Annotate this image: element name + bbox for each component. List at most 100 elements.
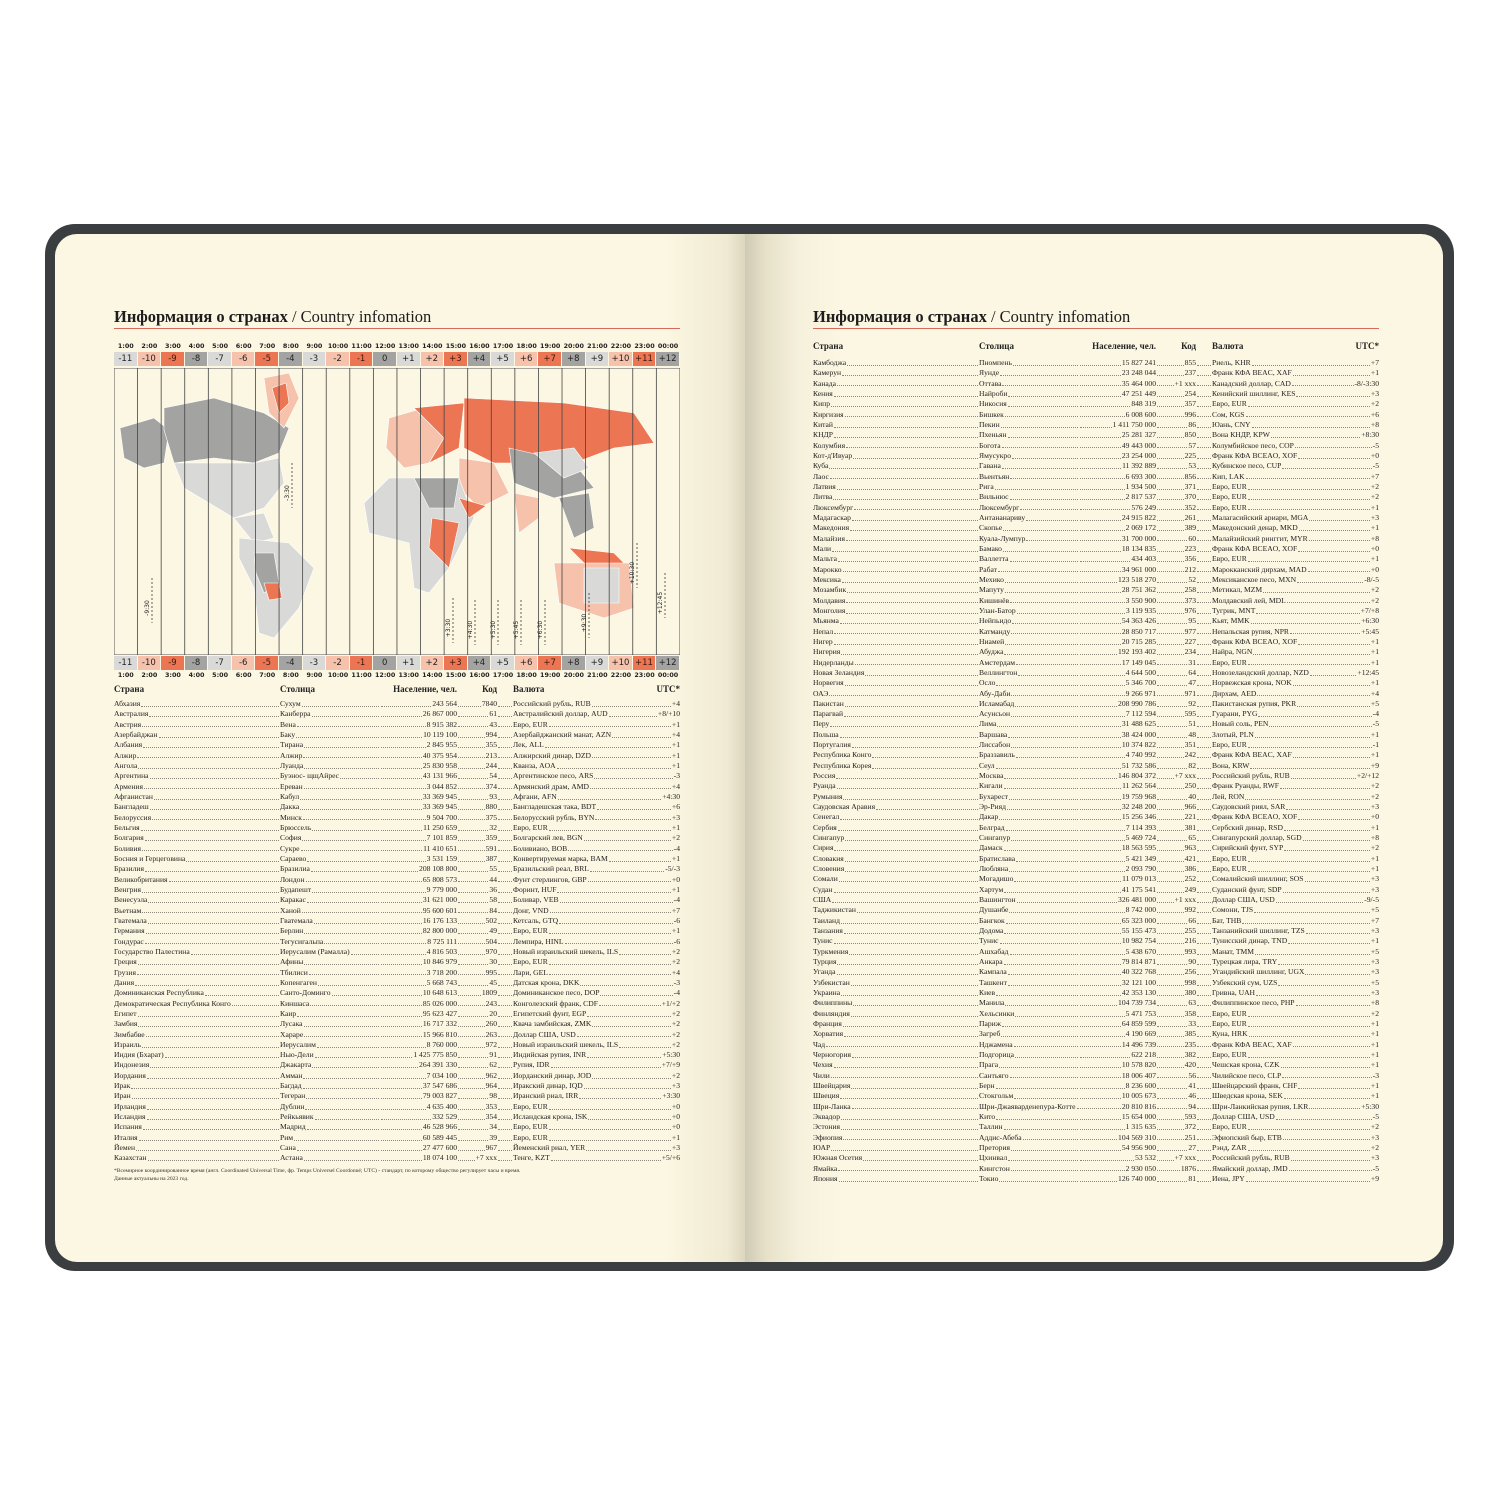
capital-name: Лусака bbox=[280, 1019, 303, 1029]
population-value: 11 250 659 bbox=[423, 822, 457, 832]
phone-code: 44 bbox=[489, 874, 497, 884]
dot-leader bbox=[381, 864, 419, 873]
utc-offset: +3 bbox=[1370, 967, 1379, 977]
country-name: Республика Корея bbox=[813, 760, 872, 770]
currency-cell: Евро, EUR +2 bbox=[1212, 399, 1379, 409]
currency-name: Евро, EUR bbox=[513, 1122, 548, 1132]
code-cell: 225 bbox=[1156, 451, 1212, 461]
country-cell: Сенегал bbox=[813, 812, 979, 822]
population-value: 1 934 500 bbox=[1125, 481, 1156, 491]
currency-cell: Аргентинское песо, ARS -3 bbox=[513, 771, 680, 781]
population-cell: 1 315 635 bbox=[1079, 1122, 1156, 1132]
population-cell: 4 644 500 bbox=[1079, 668, 1156, 678]
dot-leader bbox=[1197, 719, 1211, 728]
population-cell: 1 934 500 bbox=[1079, 482, 1156, 492]
country-cell: Саудовская Аравия bbox=[813, 802, 979, 812]
utc-offset: -3 bbox=[673, 977, 680, 987]
capital-name: Хараре bbox=[280, 1029, 304, 1039]
phone-code: 856 bbox=[1184, 471, 1196, 481]
country-name: Парагвай bbox=[813, 709, 844, 719]
population-value: 20 715 285 bbox=[1121, 636, 1156, 646]
country-name: Тунис bbox=[813, 936, 833, 946]
capital-name: Дакка bbox=[280, 802, 300, 812]
population-value: 46 528 966 bbox=[422, 1122, 457, 1132]
utc-offset: -6 bbox=[673, 936, 680, 946]
population-cell: 27 477 600 bbox=[380, 1143, 457, 1153]
population-cell: 28 850 717 bbox=[1079, 627, 1156, 637]
table-row: Нигерия Абуджа 192 193 402 234 Найра, NGN +1 bbox=[813, 647, 1379, 657]
dot-leader bbox=[1022, 1133, 1078, 1141]
dot-leader bbox=[458, 699, 481, 707]
dot-leader bbox=[1197, 554, 1211, 563]
currency-name: Индийская рупия, INR bbox=[513, 1050, 587, 1060]
utc-offset: +2 bbox=[671, 1070, 680, 1080]
capital-cell: Никосия bbox=[979, 399, 1079, 409]
timezone-cell: +4 bbox=[467, 656, 492, 670]
dot-leader bbox=[131, 1081, 279, 1089]
population-cell: 24 915 822 bbox=[1079, 513, 1156, 523]
dot-leader bbox=[1294, 441, 1372, 449]
capital-cell: Вашингтон bbox=[979, 895, 1079, 905]
table-row: Швеция Стокгольм 10 005 673 46 Шведская крон… bbox=[813, 1091, 1379, 1101]
dot-leader bbox=[1080, 668, 1125, 676]
country-cell: Ирак bbox=[114, 1081, 280, 1091]
capital-name: Дакар bbox=[979, 812, 999, 822]
dot-leader bbox=[1009, 1071, 1078, 1079]
capital-name: Амстердам bbox=[979, 657, 1016, 667]
dot-leader bbox=[1005, 998, 1078, 1007]
utc-offset: +4 bbox=[671, 967, 680, 977]
dot-leader bbox=[850, 1009, 978, 1017]
dot-leader bbox=[190, 947, 279, 955]
currency-name: Болгарский лев, BGN bbox=[513, 833, 583, 843]
currency-name: Колумбийское песо, COP bbox=[1212, 440, 1294, 450]
population-value: 5 346 700 bbox=[1125, 678, 1156, 688]
population-cell: 264 391 330 bbox=[380, 1060, 457, 1070]
timezone-hour: 22:00 bbox=[610, 671, 632, 679]
currency-cell: Новый израильский шекель, ILS +2 bbox=[513, 947, 680, 957]
capital-cell: Асунсьон bbox=[979, 709, 1079, 719]
population-value: 23 254 000 bbox=[1121, 450, 1156, 460]
dot-leader bbox=[1157, 379, 1174, 387]
capital-cell: Кигали bbox=[979, 781, 1079, 791]
population-value: 32 248 200 bbox=[1121, 802, 1156, 812]
dot-leader bbox=[498, 854, 512, 862]
currency-name: Иена, JPY bbox=[1212, 1173, 1245, 1183]
capital-cell: Мехико bbox=[979, 575, 1079, 585]
currency-cell: Евро, EUR +2 bbox=[1212, 1009, 1379, 1019]
code-cell: 221 bbox=[1156, 812, 1212, 822]
country-cell: Польша bbox=[813, 730, 979, 740]
country-name: Мьянма bbox=[813, 616, 839, 626]
dot-leader bbox=[1309, 1102, 1361, 1110]
dot-leader bbox=[1004, 771, 1078, 779]
dot-leader bbox=[381, 709, 422, 718]
code-cell: 996 bbox=[1156, 410, 1212, 420]
currency-cell: Лей, RON +2 bbox=[1212, 792, 1379, 802]
country-name: Сенегал bbox=[813, 812, 840, 822]
utc-offset: +2 bbox=[671, 957, 680, 967]
currency-cell: Афгани, AFN +4:30 bbox=[513, 792, 680, 802]
timezone-cell: -1 bbox=[349, 656, 374, 670]
code-cell: 382 bbox=[1156, 1050, 1212, 1060]
phone-code: 855 bbox=[1184, 358, 1196, 367]
currency-name: Доллар США, USD bbox=[513, 1029, 576, 1039]
dot-leader bbox=[854, 658, 978, 666]
capital-cell: Пхеньян bbox=[979, 430, 1079, 440]
currency-cell: Малайзийский ринггит, MYR +8 bbox=[1212, 534, 1379, 544]
dot-leader bbox=[829, 689, 978, 697]
dot-leader bbox=[1080, 957, 1121, 965]
utc-offset: +5 bbox=[1370, 977, 1379, 987]
dot-leader bbox=[1003, 957, 1078, 965]
dot-leader bbox=[595, 813, 671, 821]
table-row: Черногория Подгорица 622 218 382 Евро, EUR +1 bbox=[813, 1050, 1379, 1060]
code-cell: 880 bbox=[457, 802, 513, 812]
timezone-hour: 13:00 bbox=[398, 342, 419, 350]
phone-code: 994 bbox=[485, 729, 497, 739]
population-cell: 3 718 200 bbox=[380, 968, 457, 978]
timezone-cell: 0 bbox=[373, 656, 397, 670]
country-name: Таиланд bbox=[813, 915, 840, 925]
population-value: 40 375 954 bbox=[422, 750, 457, 760]
dot-leader bbox=[1247, 1019, 1370, 1027]
capital-name: Киншаса bbox=[280, 998, 310, 1008]
capital-name: Гватемала bbox=[280, 915, 313, 925]
country-name: Мали bbox=[813, 543, 832, 553]
